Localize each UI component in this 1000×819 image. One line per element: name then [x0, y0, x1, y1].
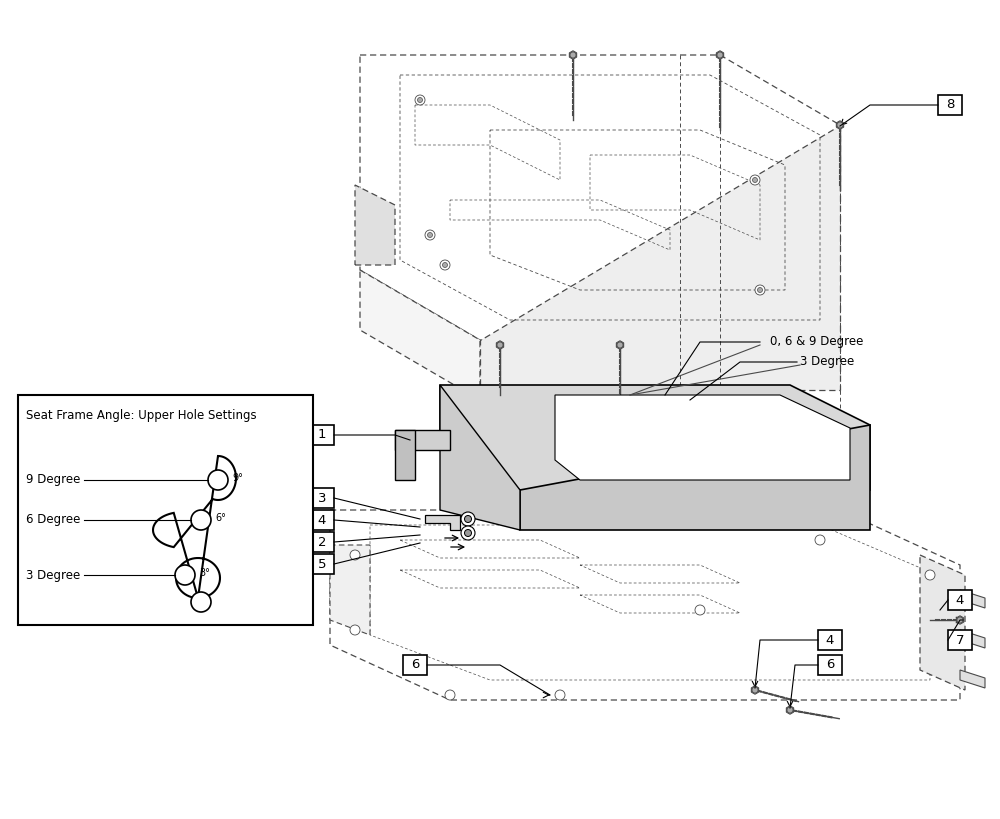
- Polygon shape: [496, 341, 504, 349]
- Text: 4: 4: [826, 634, 834, 646]
- Bar: [818, 655, 842, 675]
- Text: 9 Degree: 9 Degree: [26, 473, 80, 486]
- Polygon shape: [440, 385, 520, 530]
- Text: 4: 4: [956, 594, 964, 607]
- Text: 5: 5: [318, 558, 326, 571]
- Text: 1: 1: [318, 428, 326, 441]
- Polygon shape: [440, 385, 870, 490]
- Polygon shape: [786, 706, 794, 714]
- Circle shape: [758, 287, 763, 292]
- Polygon shape: [153, 456, 236, 598]
- Text: Seat Frame Angle: Upper Hole Settings: Seat Frame Angle: Upper Hole Settings: [26, 409, 257, 422]
- Polygon shape: [395, 430, 415, 480]
- Polygon shape: [355, 185, 395, 265]
- Polygon shape: [360, 55, 840, 340]
- Polygon shape: [395, 430, 450, 450]
- Circle shape: [442, 263, 448, 268]
- Polygon shape: [960, 590, 985, 608]
- Circle shape: [445, 690, 455, 700]
- Circle shape: [461, 526, 475, 540]
- Polygon shape: [920, 555, 965, 690]
- Circle shape: [428, 233, 432, 238]
- Polygon shape: [520, 425, 870, 530]
- Circle shape: [208, 470, 228, 490]
- Text: 6: 6: [826, 658, 834, 672]
- Circle shape: [752, 687, 758, 693]
- Bar: [18, 395, 313, 625]
- Bar: [403, 655, 427, 675]
- Circle shape: [461, 512, 475, 526]
- Circle shape: [617, 342, 623, 348]
- Circle shape: [415, 95, 425, 105]
- Circle shape: [753, 178, 758, 183]
- Polygon shape: [956, 616, 964, 624]
- Circle shape: [815, 535, 825, 545]
- Bar: [948, 630, 972, 650]
- Circle shape: [957, 617, 963, 623]
- Circle shape: [787, 707, 793, 713]
- Bar: [938, 95, 962, 115]
- Text: 8: 8: [946, 98, 954, 111]
- Bar: [948, 590, 972, 610]
- Circle shape: [440, 260, 450, 270]
- Circle shape: [418, 97, 422, 102]
- Bar: [310, 488, 334, 508]
- Circle shape: [175, 565, 195, 585]
- Polygon shape: [960, 670, 985, 688]
- Text: 3 Degree: 3 Degree: [26, 568, 80, 581]
- Circle shape: [464, 515, 472, 523]
- Circle shape: [570, 52, 576, 58]
- Circle shape: [425, 230, 435, 240]
- Bar: [310, 510, 334, 530]
- Bar: [310, 554, 334, 574]
- Text: 6: 6: [411, 658, 419, 672]
- Bar: [818, 630, 842, 650]
- Polygon shape: [960, 630, 985, 648]
- Text: 3°: 3°: [199, 568, 210, 578]
- Text: 3 Degree: 3 Degree: [800, 355, 854, 369]
- Text: 6°: 6°: [215, 513, 226, 523]
- Text: 4: 4: [318, 514, 326, 527]
- Circle shape: [350, 625, 360, 635]
- Text: 0, 6 & 9 Degree: 0, 6 & 9 Degree: [770, 336, 863, 349]
- Polygon shape: [330, 510, 960, 700]
- Polygon shape: [751, 686, 759, 695]
- Text: 9°: 9°: [232, 473, 243, 483]
- Polygon shape: [330, 545, 370, 635]
- Bar: [310, 425, 334, 445]
- Circle shape: [750, 175, 760, 185]
- Polygon shape: [555, 395, 850, 480]
- Text: 3: 3: [318, 491, 326, 505]
- Circle shape: [497, 342, 503, 348]
- Polygon shape: [425, 515, 460, 530]
- Polygon shape: [569, 51, 577, 59]
- Text: 7: 7: [956, 634, 964, 646]
- Circle shape: [191, 592, 211, 612]
- Polygon shape: [480, 125, 840, 390]
- Text: 2: 2: [318, 536, 326, 549]
- Polygon shape: [836, 120, 844, 129]
- Circle shape: [837, 122, 843, 128]
- Circle shape: [350, 550, 360, 560]
- Circle shape: [755, 285, 765, 295]
- Circle shape: [925, 570, 935, 580]
- Text: 6 Degree: 6 Degree: [26, 514, 80, 527]
- Bar: [310, 532, 334, 552]
- Circle shape: [695, 605, 705, 615]
- Polygon shape: [360, 270, 480, 400]
- Circle shape: [191, 510, 211, 530]
- Circle shape: [464, 530, 472, 536]
- Polygon shape: [716, 51, 724, 59]
- Circle shape: [555, 690, 565, 700]
- Polygon shape: [616, 341, 624, 349]
- Circle shape: [717, 52, 723, 58]
